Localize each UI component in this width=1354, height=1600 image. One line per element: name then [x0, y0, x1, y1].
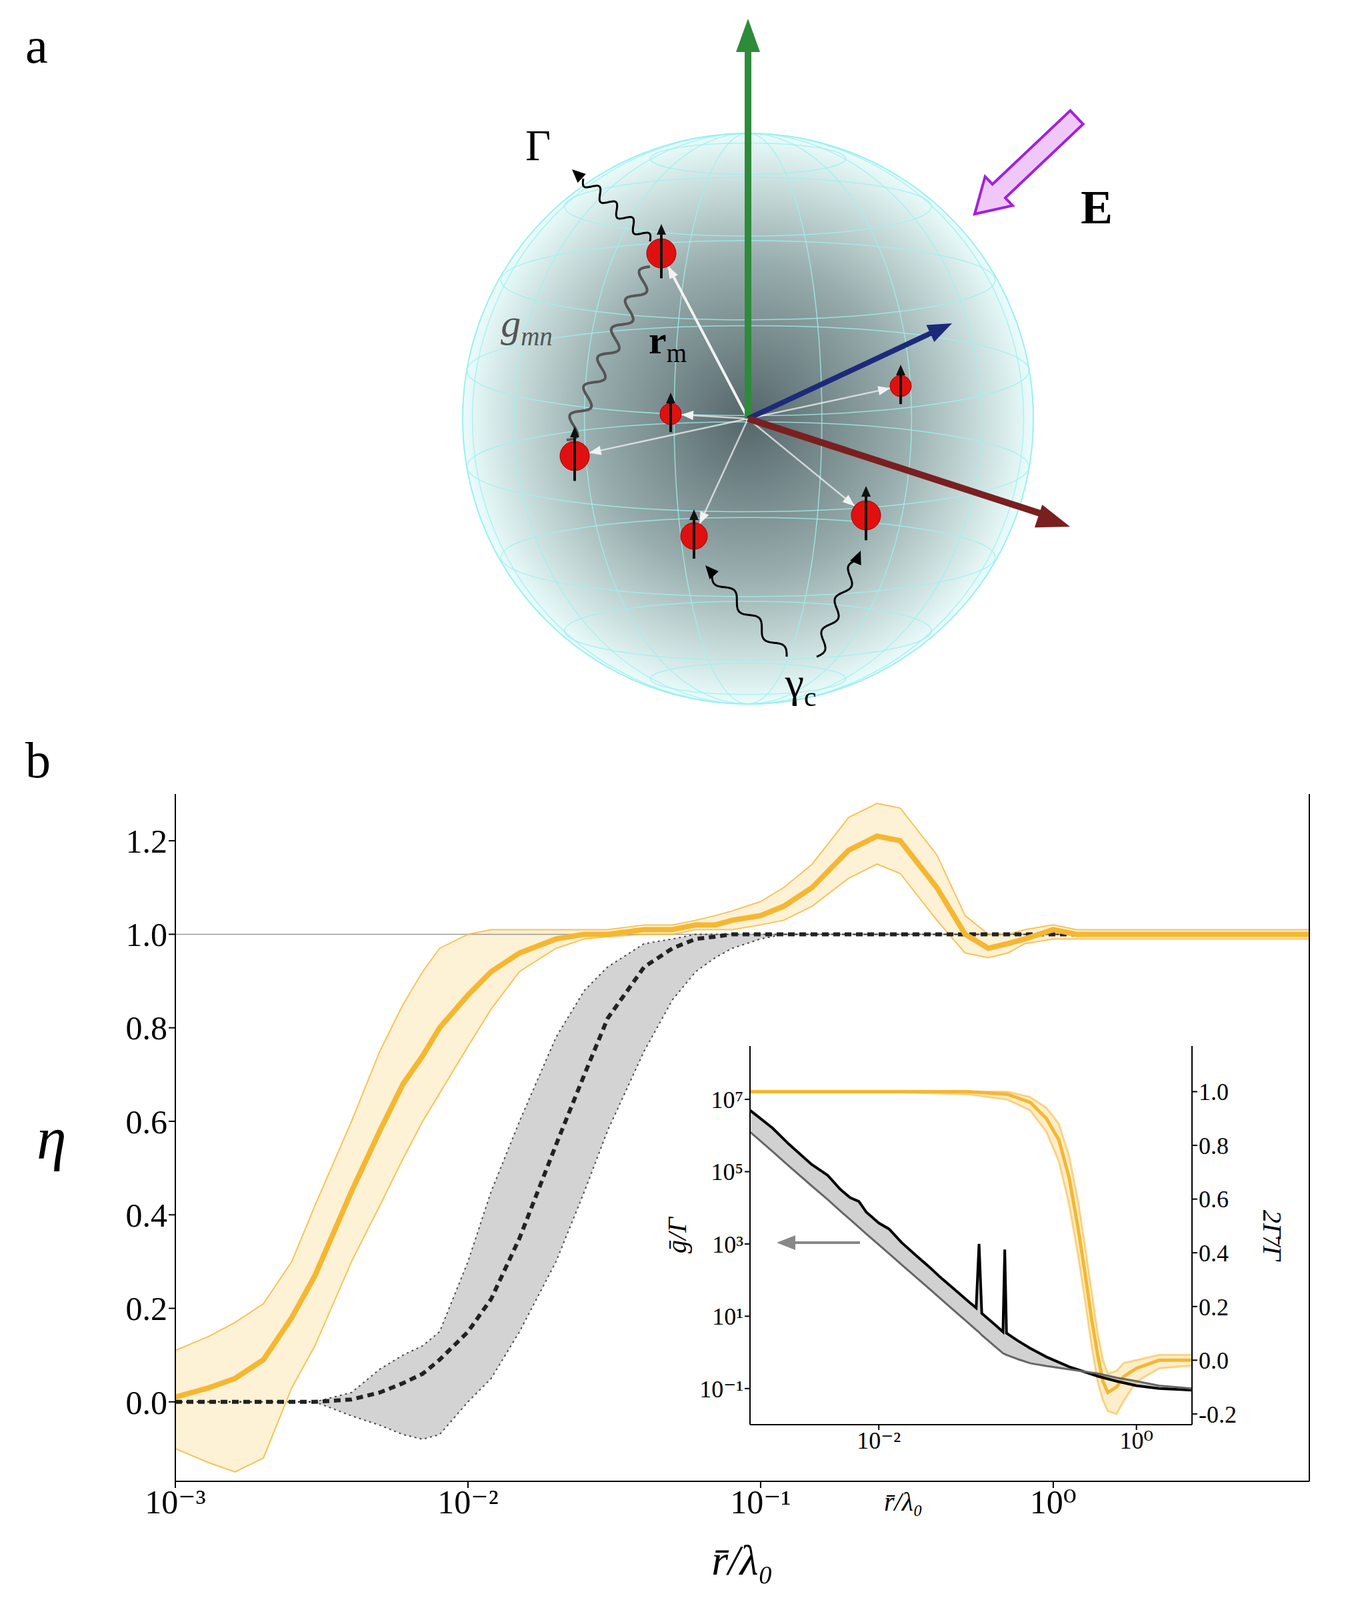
svg-text:10³: 10³: [712, 1231, 744, 1258]
html-text:b: b: [25, 732, 51, 788]
svg-text:10⁻²: 10⁻²: [437, 1483, 498, 1521]
svg-text:E: E: [1080, 180, 1113, 234]
svg-text:0.4: 0.4: [126, 1196, 168, 1234]
svg-text:-0.2: -0.2: [1198, 1401, 1237, 1428]
svg-text:1.2: 1.2: [126, 822, 168, 860]
svg-text:0.6: 0.6: [1198, 1186, 1229, 1213]
html-text:ḡ/Γ: ḡ/Γ: [661, 1217, 692, 1254]
svg-text:0.8: 0.8: [126, 1009, 168, 1047]
svg-text:10¹: 10¹: [712, 1303, 744, 1330]
svg-text:0.0: 0.0: [126, 1384, 168, 1422]
svg-text:1.0: 1.0: [1198, 1078, 1229, 1106]
html-text:2Γ̄/Γ: 2Γ̄/Γ: [1257, 1209, 1287, 1261]
svg-text:η: η: [36, 1105, 67, 1172]
svg-text:10⁻³: 10⁻³: [144, 1483, 206, 1521]
html-text:a: a: [25, 17, 48, 74]
svg-text:0.2: 0.2: [126, 1290, 168, 1328]
svg-text:10⁰: 10⁰: [1030, 1483, 1077, 1521]
svg-text:r̄/λ₀: r̄/λ₀: [711, 1536, 774, 1584]
svg-text:0.6: 0.6: [126, 1103, 168, 1141]
svg-text:10⁻¹: 10⁻¹: [730, 1483, 791, 1521]
svg-text:γc: γc: [784, 658, 817, 712]
html-text:r̄/λ₀: r̄/λ₀: [884, 1486, 923, 1517]
svg-text:10⁻¹: 10⁻¹: [699, 1376, 744, 1403]
svg-text:0.8: 0.8: [1198, 1132, 1229, 1160]
svg-text:gmn: gmn: [500, 301, 553, 351]
svg-text:rm: rm: [648, 318, 687, 368]
svg-text:1.0: 1.0: [126, 916, 168, 954]
svg-text:10⁵: 10⁵: [710, 1158, 744, 1186]
svg-text:0.0: 0.0: [1198, 1347, 1229, 1374]
svg-text:Γ: Γ: [525, 120, 551, 170]
svg-text:10⁷: 10⁷: [710, 1086, 744, 1114]
svg-text:0.2: 0.2: [1198, 1294, 1229, 1321]
svg-text:10⁰: 10⁰: [1119, 1427, 1153, 1454]
svg-text:0.4: 0.4: [1198, 1240, 1229, 1267]
svg-text:10⁻²: 10⁻²: [856, 1427, 901, 1454]
